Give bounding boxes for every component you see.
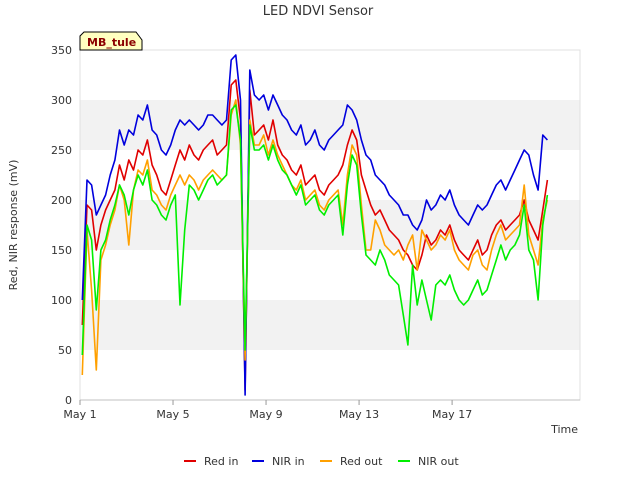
grid-band (80, 100, 580, 150)
y-tick-label: 200 (51, 194, 72, 207)
x-axis-label: Time (550, 423, 578, 436)
y-tick-label: 150 (51, 244, 72, 257)
y-tick-label: 50 (58, 344, 72, 357)
series-lines (81, 54, 549, 396)
legend-item-red-out[interactable]: Red out (320, 455, 383, 468)
grid-band (80, 300, 580, 350)
y-axis-label: Red, NIR response (mV) (7, 160, 20, 291)
y-axis-ticks: 0 50 100 150 200 250 300 350 (51, 44, 72, 407)
y-tick-label: 0 (65, 394, 72, 407)
legend-label: NIR out (418, 455, 459, 468)
legend-label: Red out (340, 455, 383, 468)
legend-item-nir-in[interactable]: NIR in (252, 455, 305, 468)
legend-item-nir-out[interactable]: NIR out (398, 455, 459, 468)
legend: Red in NIR in Red out NIR out (184, 455, 459, 468)
x-tick-label: May 1 (63, 408, 96, 421)
legend-label: NIR in (272, 455, 305, 468)
y-tick-label: 100 (51, 294, 72, 307)
series-line-nir-in (81, 54, 548, 396)
legend-item-red-in[interactable]: Red in (184, 455, 238, 468)
chart-title: LED NDVI Sensor (263, 4, 374, 19)
y-tick-label: 250 (51, 144, 72, 157)
grid-bands (80, 100, 580, 350)
badge-label: MB_tule (87, 36, 136, 49)
series-line-nir-out (81, 104, 549, 356)
x-axis-ticks: May 1 May 5 May 9 May 13 May 17 (63, 400, 472, 421)
x-tick-label: May 9 (249, 408, 282, 421)
y-tick-label: 300 (51, 94, 72, 107)
series-line-red-out (81, 99, 549, 376)
y-tick-label: 350 (51, 44, 72, 57)
site-badge: MB_tule (79, 31, 143, 51)
x-tick-label: May 13 (339, 408, 379, 421)
series-line-red-in (81, 79, 549, 391)
x-tick-label: May 17 (432, 408, 472, 421)
grid-band (80, 200, 580, 250)
legend-label: Red in (204, 455, 238, 468)
badge-shape (79, 31, 143, 51)
x-tick-label: May 5 (156, 408, 189, 421)
